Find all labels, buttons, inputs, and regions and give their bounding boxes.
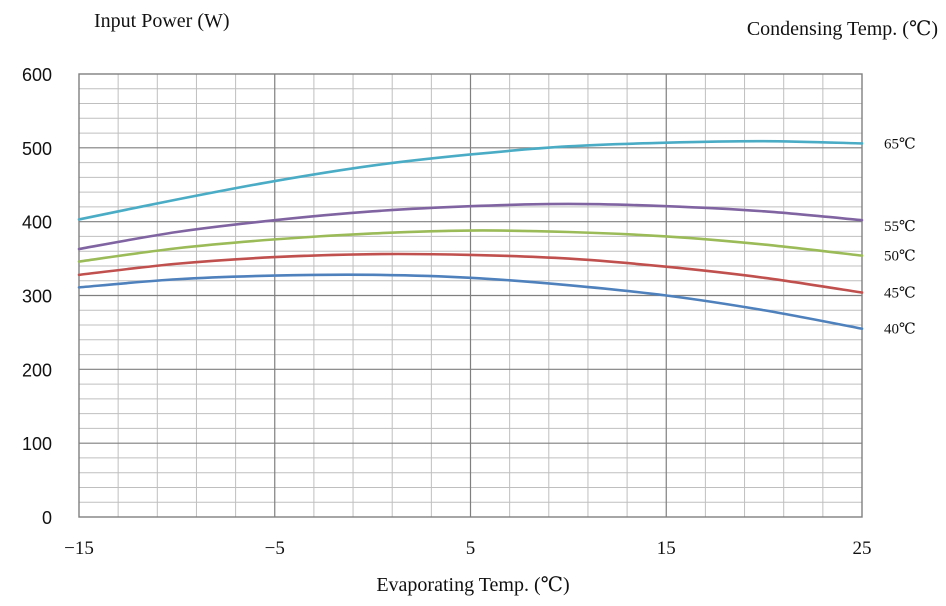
legend-title: Condensing Temp. (℃) (746, 18, 938, 40)
x-tick-label: 5 (466, 538, 476, 559)
series-labels: 65℃ 55℃ 50℃ 45℃ 40℃ (884, 136, 916, 337)
grid (78, 73, 863, 518)
series-label: 50℃ (884, 249, 916, 265)
series-label: 45℃ (884, 286, 916, 302)
tick-labels: 0 100 200 300 400 500 600 −15 −5 5 15 25 (22, 65, 872, 559)
y-tick-label: 200 (22, 360, 52, 380)
series-label: 65℃ (884, 136, 916, 152)
y-tick-label: 0 (42, 508, 52, 528)
series-line (77, 229, 864, 263)
y-tick-label: 600 (22, 65, 52, 85)
series-line (77, 252, 864, 294)
series-line (77, 273, 864, 331)
x-tick-label: 25 (853, 538, 872, 559)
series-line (77, 202, 864, 251)
y-axis-title: Input Power (W) (94, 10, 230, 32)
x-tick-label: −15 (64, 538, 94, 559)
y-tick-label: 300 (22, 287, 52, 307)
x-tick-label: −5 (265, 538, 285, 559)
x-axis-title: Evaporating Temp. (℃) (376, 574, 570, 596)
plot-frame (78, 73, 863, 518)
series-line (77, 139, 864, 221)
y-tick-label: 500 (22, 139, 52, 159)
series-lines (77, 139, 864, 331)
series-label: 40℃ (884, 322, 916, 338)
x-tick-label: 15 (657, 538, 676, 559)
y-tick-label: 400 (22, 213, 52, 233)
series-label: 55℃ (884, 219, 916, 235)
y-tick-label: 100 (22, 434, 52, 454)
